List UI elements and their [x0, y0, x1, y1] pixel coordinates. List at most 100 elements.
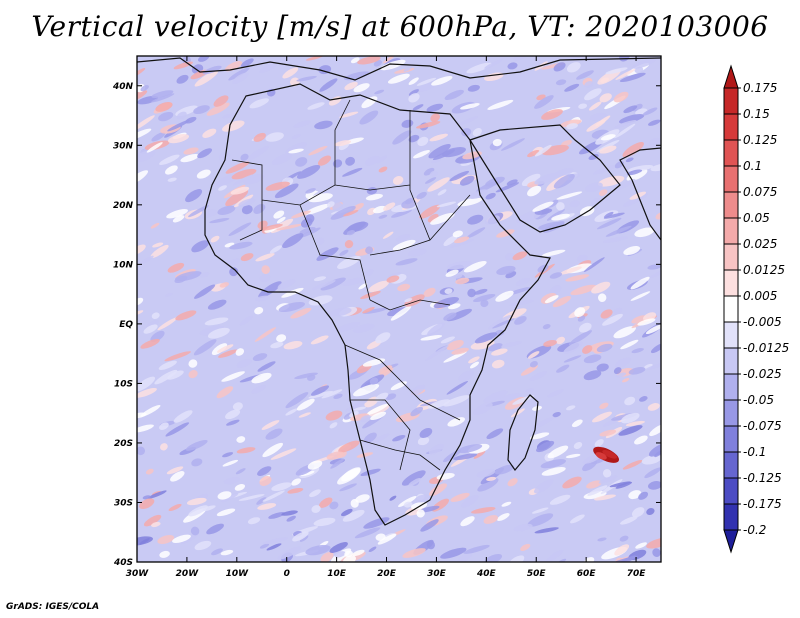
field-cell: [366, 187, 378, 195]
field-cell: [496, 513, 510, 521]
field-cell: [446, 261, 473, 270]
field-cell: [368, 546, 377, 553]
field-cell: [429, 133, 448, 142]
field-cell: [527, 185, 542, 197]
field-cell: [183, 147, 199, 155]
colorbar-label: -0.125: [743, 471, 782, 485]
field-cell: [271, 482, 292, 492]
field-cell: [428, 144, 451, 159]
field-cell: [270, 448, 297, 460]
field-cell: [207, 299, 227, 310]
field-cell: [560, 119, 582, 128]
field-cell: [587, 485, 608, 496]
field-cell: [364, 269, 374, 277]
field-cell: [378, 166, 388, 173]
field-cell: [452, 230, 463, 238]
colorbar-segment: [723, 139, 739, 167]
field-cell: [218, 151, 231, 161]
field-cell: [507, 478, 518, 487]
field-cell: [247, 517, 261, 525]
field-cell: [513, 56, 530, 61]
field-cell: [407, 248, 427, 257]
field-cell: [359, 110, 379, 125]
field-cell: [253, 132, 266, 142]
field-cell: [221, 371, 245, 382]
field-cell: [597, 175, 625, 187]
field-cell: [344, 399, 368, 412]
field-cell: [450, 492, 470, 502]
field-cell: [252, 353, 268, 362]
field-cell: [151, 93, 175, 103]
field-cell: [647, 403, 660, 411]
field-cell: [466, 62, 492, 74]
x-tick-label: 10W: [226, 569, 250, 579]
field-cell: [647, 264, 661, 270]
country-borders: [231, 99, 471, 471]
field-cell: [600, 134, 616, 141]
field-cell: [577, 315, 586, 322]
field-cell: [159, 550, 170, 558]
field-cell: [538, 221, 565, 230]
field-cell: [276, 216, 286, 224]
field-cell: [623, 245, 641, 256]
colorbar-segment: [723, 295, 739, 323]
field-cell: [531, 416, 555, 430]
field-cell: [228, 67, 250, 81]
field-cell: [385, 393, 397, 401]
field-cell: [152, 242, 164, 248]
field-cell: [174, 275, 188, 284]
colorbar-segment: [723, 191, 739, 219]
field-cell: [474, 332, 498, 344]
field-cell: [401, 470, 426, 486]
field-cell: [440, 336, 455, 344]
field-cell: [257, 466, 272, 477]
field-cell: [408, 89, 419, 96]
field-cell: [534, 95, 554, 109]
field-cell: [382, 231, 394, 239]
field-cell: [586, 480, 602, 489]
field-cell: [364, 396, 379, 408]
field-cell: [457, 444, 483, 454]
field-cell: [427, 177, 450, 192]
field-cell: [390, 381, 407, 391]
field-cell: [401, 199, 417, 209]
field-cell: [251, 372, 272, 384]
field-cell: [473, 402, 493, 416]
field-cell: [265, 181, 290, 191]
colorbar-segment: [723, 477, 739, 505]
field-cell: [584, 557, 595, 562]
colorbar-segment: [723, 321, 739, 349]
field-cell: [408, 77, 419, 85]
field-cell: [167, 370, 184, 380]
field-cell: [444, 89, 464, 100]
field-cell: [213, 95, 229, 107]
field-cell: [506, 179, 518, 186]
field-cell: [262, 490, 285, 502]
field-cell: [513, 523, 533, 532]
field-cell: [416, 191, 427, 200]
field-cell: [239, 315, 253, 326]
field-cell: [340, 508, 353, 517]
field-cell: [634, 227, 655, 238]
field-cell: [578, 103, 588, 109]
field-cell: [592, 411, 612, 423]
field-cell: [417, 436, 430, 446]
field-cell: [167, 177, 177, 182]
field-cell: [630, 291, 651, 301]
field-cell: [277, 279, 296, 290]
field-cell: [209, 218, 230, 224]
field-cell: [185, 439, 208, 451]
field-cell: [605, 225, 632, 237]
field-cell: [193, 339, 217, 356]
field-cell: [291, 134, 302, 139]
field-cell: [206, 102, 230, 116]
field-cell: [436, 201, 457, 208]
colorbar-label: -0.005: [743, 315, 782, 329]
field-cell: [305, 544, 331, 556]
field-cell: [483, 515, 499, 524]
field-cell: [352, 549, 365, 557]
field-cell: [556, 202, 565, 211]
field-cell: [211, 548, 223, 556]
field-cell: [387, 73, 410, 84]
field-cell: [425, 177, 437, 184]
